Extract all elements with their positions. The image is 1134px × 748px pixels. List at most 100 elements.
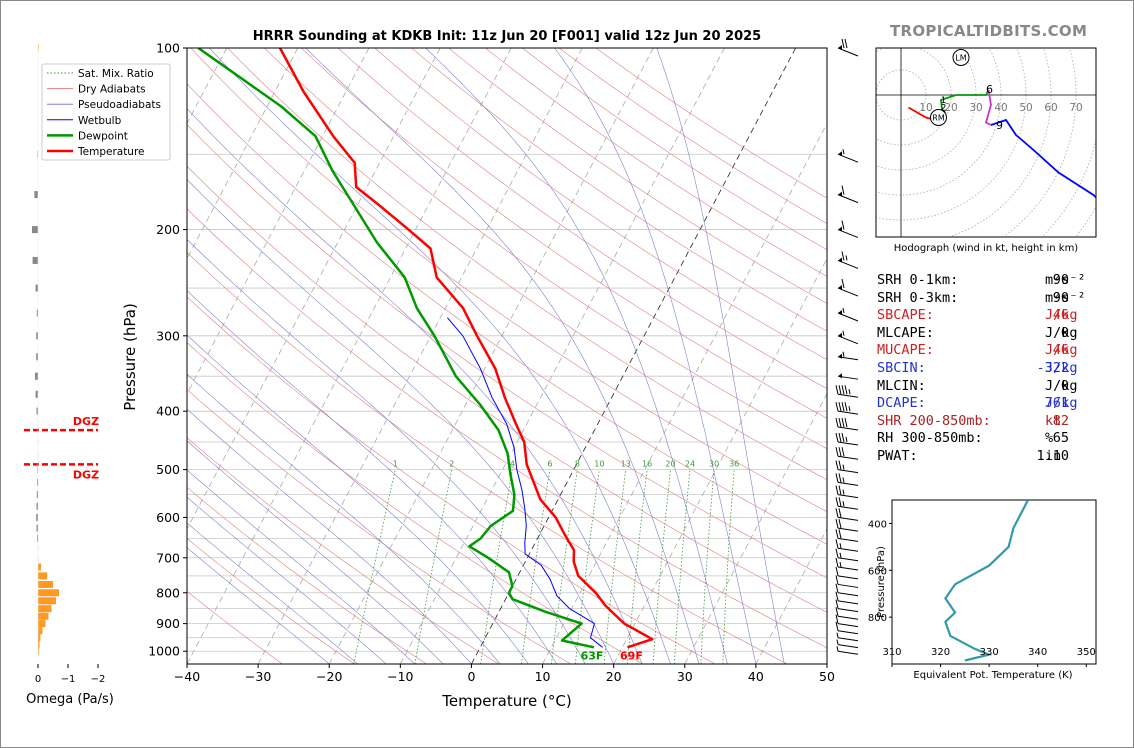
parameter-unit: in: [1045, 447, 1062, 464]
parameter-label: SBCAPE:: [877, 307, 934, 324]
storm-motion-label: RM: [932, 114, 945, 123]
x-tick-label: 20: [606, 669, 622, 684]
moist-adiabat: [656, 48, 785, 664]
legend-box: [41, 63, 171, 161]
parameter-value: 0: [1060, 324, 1069, 341]
theta-y-tick-label: 400: [868, 519, 887, 530]
omega-tick-label: −1: [61, 674, 76, 685]
wind-barb: [835, 432, 859, 446]
x-tick-label: −40: [174, 669, 200, 684]
parameter-unit: J/kg: [1045, 359, 1078, 376]
omega-bar: [38, 647, 39, 655]
parameter-row: MLCIN: 0 J/kg: [877, 378, 1097, 396]
isotherm: [399, 48, 725, 664]
omega-bar: [36, 309, 38, 317]
omega-bar: [36, 332, 38, 340]
dry-adiabat: [187, 486, 427, 664]
moist-adiabat: [425, 48, 728, 664]
parameter-value: 1.10: [1036, 447, 1069, 464]
hodograph-frame: [875, 47, 1097, 238]
x-tick-label: 10: [535, 669, 551, 684]
parameter-unit: kt: [1045, 412, 1062, 429]
parameter-row: SRH 0-3km: 90 m²s⁻²: [877, 290, 1097, 308]
wind-barb: [836, 646, 859, 655]
parameter-row: MUCAPE: 46 J/kg: [877, 342, 1097, 360]
surface-temperature-label: 69F: [620, 649, 643, 662]
omega-bar: [38, 627, 43, 635]
wind-barb: [835, 460, 859, 474]
omega-bar: [35, 390, 38, 398]
parameter-unit: m²s⁻²: [1045, 289, 1086, 306]
wind-barb: [837, 373, 859, 380]
y-tick-label: 800: [156, 585, 180, 600]
dry-adiabat: [187, 342, 644, 664]
hodograph-height-label: 9: [996, 119, 1003, 132]
y-tick-label: 200: [156, 222, 180, 237]
parameter-row: RH 300-850mb: 65%: [877, 430, 1097, 448]
wind-barb: [837, 307, 859, 322]
dry-adiabat: [190, 48, 827, 513]
mixing-ratio-label: 1: [393, 460, 398, 469]
mixing-ratio-line: [353, 469, 396, 664]
moist-adiabat: [187, 290, 558, 664]
legend-label: Temperature: [77, 146, 145, 158]
isotherm: [187, 48, 370, 395]
parameter-value: 65: [1052, 430, 1069, 447]
parameter-row: PWAT: 1.10 in: [877, 448, 1097, 466]
omega-bar: [38, 605, 52, 613]
isotherm: [187, 48, 441, 530]
dry-adiabat: [187, 538, 355, 664]
theta-y-axis-label: Pressure (hPa): [876, 546, 887, 618]
omega-bar: [38, 589, 59, 597]
isotherm: [187, 48, 512, 664]
moist-adiabat: [187, 408, 472, 664]
wind-barb: [835, 614, 859, 628]
dry-adiabat: [411, 48, 827, 332]
moist-adiabat: [187, 179, 614, 664]
moist-adiabat: [187, 239, 586, 664]
parameter-value: 761: [1044, 395, 1069, 412]
omega-bar: [38, 597, 56, 605]
x-tick-label: 0: [467, 669, 475, 684]
moist-adiabat: [554, 48, 757, 664]
mixing-ratio-line: [652, 469, 671, 664]
wind-barb: [835, 417, 859, 431]
omega-bar: [36, 491, 38, 499]
y-tick-label: 300: [156, 328, 180, 343]
mixing-ratio-line: [414, 469, 453, 664]
y-tick-label: 100: [156, 41, 180, 56]
theta-x-tick-label: 330: [980, 647, 999, 658]
y-tick-label: 900: [156, 616, 180, 631]
wind-barb: [835, 599, 859, 613]
dry-adiabat: [187, 437, 499, 664]
hodograph-ring-label: 30: [969, 102, 982, 114]
omega-bar: [38, 641, 40, 649]
parameter-label: PWAT:: [877, 447, 918, 464]
wind-barb: [835, 566, 859, 580]
hodograph-segment: [990, 118, 1096, 199]
dgz-label: DGZ: [73, 468, 99, 481]
hodograph-segment: [984, 89, 992, 126]
omega-bar: [37, 466, 38, 474]
x-tick-label: 50: [819, 669, 835, 684]
parameter-unit: J/kg: [1045, 324, 1078, 341]
wind-barb: [835, 497, 859, 510]
wind-barb: [835, 473, 859, 486]
dry-adiabat: [187, 389, 571, 664]
theta-x-tick-label: 320: [931, 647, 950, 658]
dry-adiabat: [374, 48, 827, 361]
mixing-ratio-line: [574, 469, 600, 664]
moist-adiabat: [187, 547, 330, 664]
wind-barb: [837, 330, 859, 345]
wind-barb: [835, 557, 859, 571]
dgz-label: DGZ: [73, 415, 99, 428]
profile-dewpoint: [197, 48, 595, 649]
mixing-ratio-label: 13: [621, 460, 631, 469]
theta-x-tick-label: 350: [1077, 647, 1096, 658]
dry-adiabat: [264, 48, 827, 450]
parameter-value: 46: [1052, 307, 1069, 324]
wind-barb: [837, 38, 859, 57]
storm-motion-marker: [930, 109, 947, 126]
wind-barb: [835, 447, 859, 460]
parameter-value: 82: [1052, 412, 1069, 429]
